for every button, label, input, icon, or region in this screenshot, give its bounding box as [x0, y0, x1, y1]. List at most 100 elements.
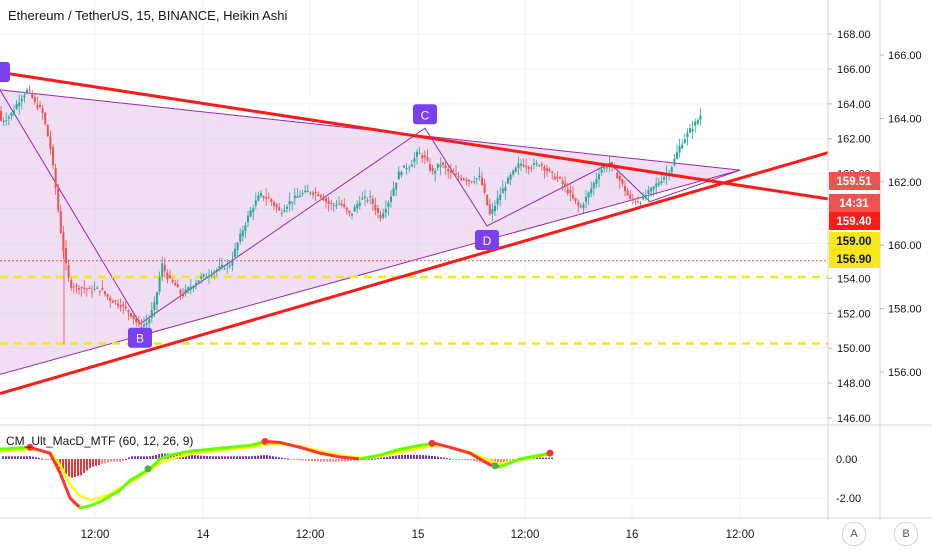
y-tick-label: 160.00 [888, 240, 922, 252]
macd-line-segment [158, 453, 172, 461]
price-tag-text: 14:31 [839, 198, 869, 210]
macd-line-segment [398, 443, 422, 451]
macd-axis[interactable]: 0.00 -2.00 [836, 454, 861, 505]
candle-body [244, 225, 247, 231]
macd-hist-bar [374, 458, 376, 460]
macd-line-segment [228, 443, 252, 449]
candle-body [592, 182, 595, 189]
time-axis[interactable]: 12:00 14 12:00 15 12:00 16 12:00 [81, 529, 755, 541]
macd-hist-bar [38, 457, 40, 459]
price-tag-box [829, 250, 880, 268]
macd-hist-bar [158, 454, 160, 459]
candle-body [660, 181, 663, 184]
macd-hist-bar [146, 456, 148, 459]
macd-hist-bar [392, 455, 394, 459]
x-tick-label: 15 [412, 529, 425, 541]
macd-hist-bar [425, 455, 427, 459]
candle-body [618, 175, 621, 181]
candle-body [447, 168, 450, 172]
candle-body [624, 185, 626, 192]
candle-body [496, 198, 499, 205]
candle-body [647, 190, 650, 194]
candle-body [491, 208, 494, 214]
candle-body [293, 195, 296, 199]
macd-hist-bar [446, 458, 448, 460]
candle-body [564, 183, 567, 187]
macd-signal-segment [128, 475, 142, 484]
macd-signal-segment [88, 496, 102, 502]
candle-body [460, 177, 463, 180]
candle-body [345, 207, 348, 211]
macd-histogram [2, 453, 553, 478]
macd-hist-bar [380, 457, 382, 459]
macd-line-segment [518, 453, 542, 461]
macd-hist-bar [251, 456, 253, 459]
pattern-label-d: D [475, 230, 499, 250]
macd-hist-bar [35, 457, 37, 459]
log-scale-button[interactable]: B [894, 522, 918, 546]
macd-hist-bar [293, 459, 295, 460]
candle-body [527, 167, 530, 169]
candle-body [26, 90, 28, 94]
macd-hist-bar [218, 456, 220, 459]
candle-body [390, 196, 392, 203]
x-tick-label: 14 [197, 529, 210, 541]
macd-hist-bar [11, 456, 13, 459]
candle-body [59, 211, 62, 233]
price-tag-box [829, 212, 880, 230]
auto-scale-button[interactable]: A [842, 522, 866, 546]
macd-hist-bar [500, 459, 502, 464]
macd-hist-bar [308, 459, 310, 461]
candle-body [543, 166, 546, 171]
candle-body [639, 202, 642, 204]
macd-hist-bar [401, 454, 403, 459]
candle-body [566, 189, 569, 194]
pattern-label-c: C [413, 104, 437, 125]
candle-body [374, 204, 377, 211]
candle-body [143, 324, 145, 327]
price-tag-text: 159.00 [836, 236, 871, 248]
macd-hist-bar [287, 458, 289, 460]
candle-body [434, 170, 437, 174]
candle-body [150, 310, 153, 318]
candle-body [31, 92, 34, 98]
macd-signal-segment [158, 457, 172, 465]
candle-body [275, 204, 278, 208]
macd-line-segment [128, 473, 142, 482]
candle-body [0, 110, 2, 121]
candle-body [470, 181, 473, 183]
macd-hist-bar [437, 456, 439, 459]
y-tick-label: 158.00 [888, 304, 922, 316]
macd-hist-bar [476, 459, 478, 462]
candle-body [403, 165, 405, 168]
candle-body [135, 318, 138, 323]
macd-signal-segment [0, 448, 32, 453]
candle-body [57, 187, 60, 211]
candle-body [696, 120, 699, 124]
price-tag-box [829, 172, 880, 190]
price-tag: 156.90 [829, 250, 880, 268]
candle-body [184, 289, 187, 294]
price-axis-right[interactable]: 166.00 164.00 162.00 160.00 158.00 156.00 [880, 50, 922, 379]
pattern-point-labels: B C D [0, 62, 499, 348]
macd-hist-bar [440, 457, 442, 459]
candle-body [148, 319, 151, 324]
candle-body [657, 182, 660, 186]
candle-body [145, 323, 148, 325]
macd-signal-segment [228, 446, 252, 451]
macd-hist-bar [317, 459, 319, 462]
macd-hist-bar [368, 459, 370, 460]
macd-hist-bar [242, 456, 244, 459]
x-tick-label: 12:00 [296, 529, 325, 541]
candle-body [325, 198, 327, 202]
candle-body [306, 190, 309, 193]
macd-hist-bar [503, 459, 505, 463]
macd-signal-segment [398, 447, 422, 454]
candle-body [535, 162, 538, 165]
y-tick-label: 166.00 [837, 64, 871, 76]
candle-body [270, 199, 273, 202]
candle-body [179, 289, 182, 295]
candle-body [213, 271, 216, 273]
